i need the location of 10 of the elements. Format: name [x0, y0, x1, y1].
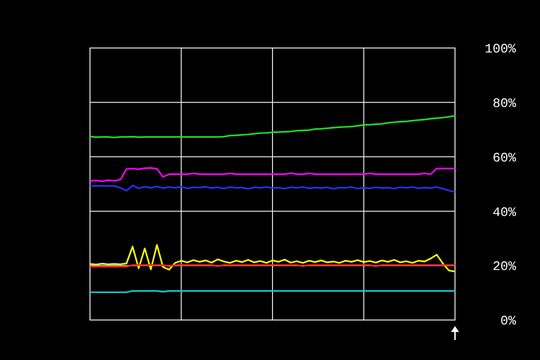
y-tick-label: 80% — [492, 96, 516, 111]
line-series — [89, 244, 456, 272]
line-series — [89, 167, 456, 182]
y-tick-label: 40% — [492, 204, 516, 220]
y-tick-label: 0% — [500, 314, 516, 329]
line-series — [89, 184, 456, 193]
line-series — [89, 114, 456, 138]
y-tick-label: 60% — [492, 150, 516, 166]
y-tick-label: 20% — [492, 259, 516, 274]
y-tick-label: 100% — [484, 42, 516, 57]
